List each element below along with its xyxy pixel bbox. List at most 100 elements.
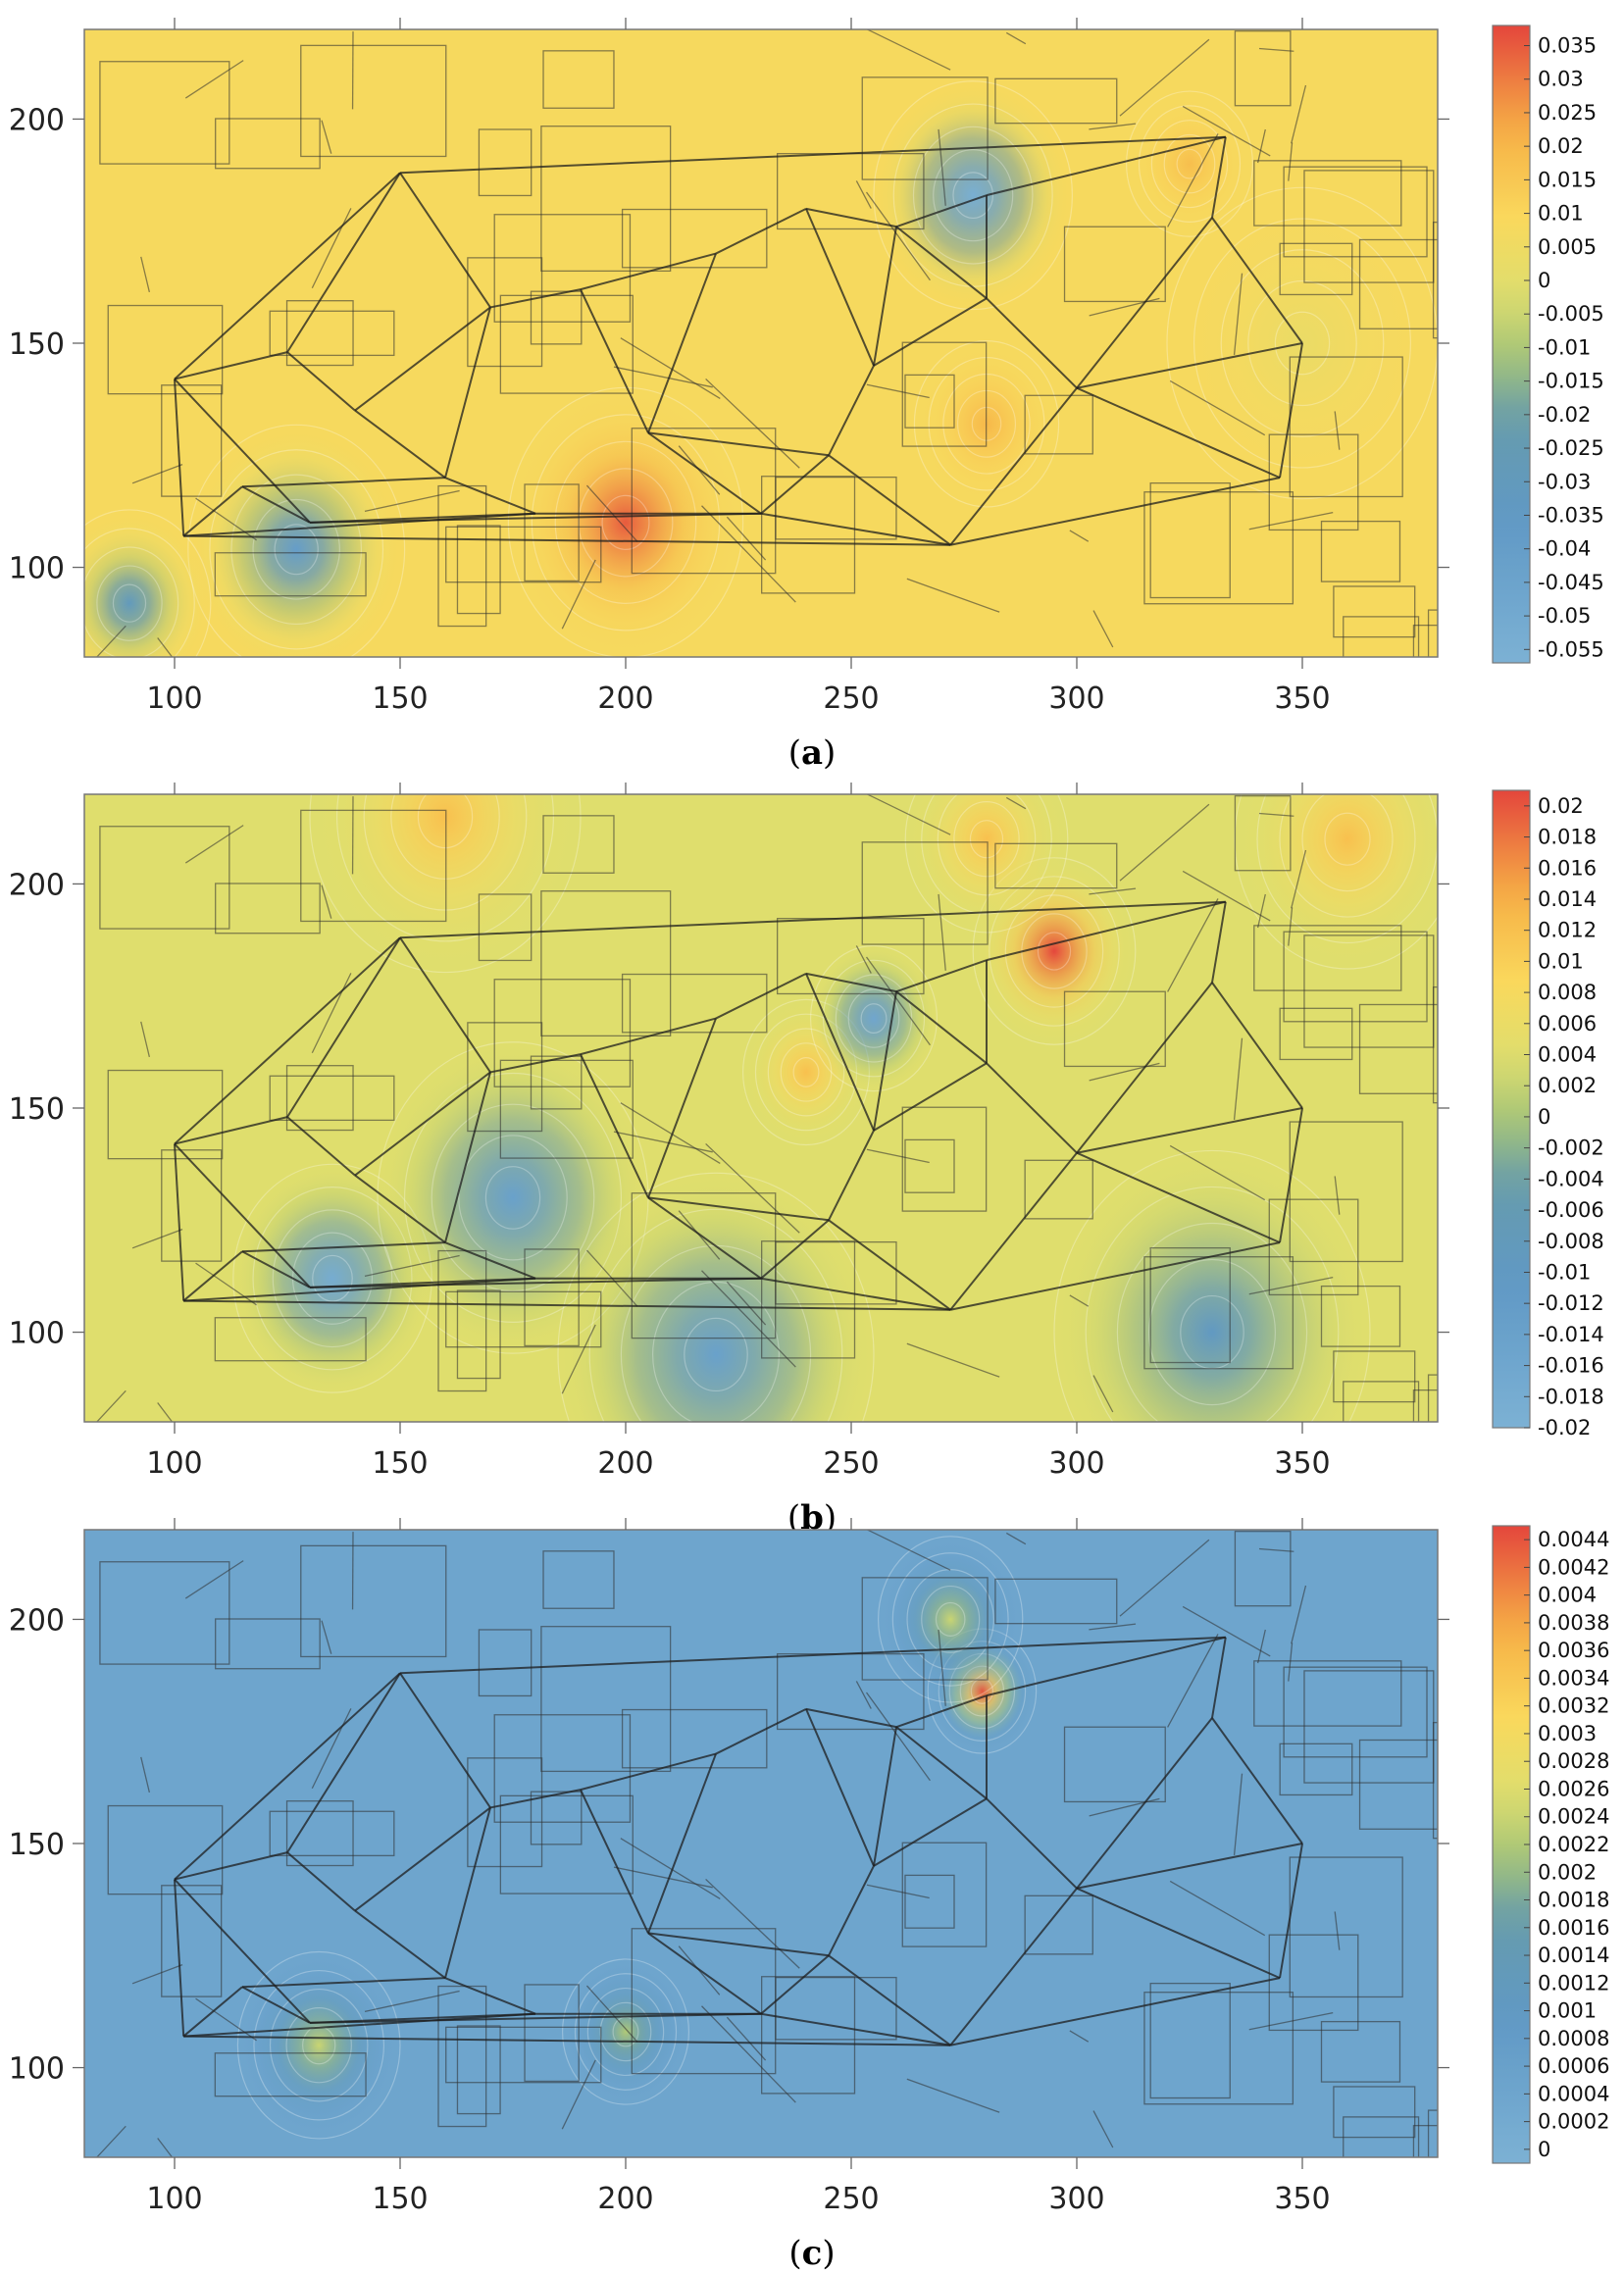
x-tick-label: 300 [1048, 1446, 1104, 1481]
heat-field [84, 661, 1460, 1536]
y-tick-label: 100 [9, 552, 65, 586]
colorbar-label: 0.015 [1538, 168, 1597, 191]
colorbar-label: 0.016 [1538, 856, 1597, 880]
colorbar-label: -0.045 [1538, 571, 1604, 594]
colorbar-label: 0.0018 [1538, 1889, 1609, 1912]
colorbar-label: 0.02 [1538, 794, 1584, 818]
colorbar-label: 0.0028 [1538, 1749, 1609, 1773]
x-tick-label: 200 [597, 682, 653, 716]
colorbar-label: 0.003 [1538, 1722, 1597, 1745]
colorbar-label: -0.03 [1538, 470, 1591, 493]
colorbar-label: 0.0034 [1538, 1666, 1609, 1690]
colorbar-label: 0.0014 [1538, 1944, 1609, 1967]
hotspot [558, 1173, 874, 1536]
x-tick-label: 350 [1274, 1446, 1330, 1481]
colorbar-label: 0.0008 [1538, 2027, 1609, 2050]
x-tick-label: 100 [146, 682, 202, 716]
colorbar-label: -0.005 [1538, 302, 1604, 326]
colorbar-label: 0.035 [1538, 34, 1597, 58]
colorbar-label: 0.0036 [1538, 1639, 1609, 1662]
colorbar-label: 0.014 [1538, 887, 1597, 911]
colorbar [1493, 25, 1530, 663]
colorbar-label: 0.0042 [1538, 1555, 1609, 1579]
colorbar-label: 0.006 [1538, 1012, 1597, 1035]
panel-letter: c [802, 2234, 823, 2273]
colorbar-label: -0.04 [1538, 537, 1591, 561]
x-tick-label: 100 [146, 2182, 202, 2216]
colorbar-label: 0.008 [1538, 981, 1597, 1004]
colorbar-label: -0.008 [1538, 1230, 1604, 1253]
colorbar-label: 0.0026 [1538, 1777, 1609, 1800]
heatmap-svg-c: 100 150 200 250 300 350 100 150 200 0.0044 0.0042 0… [0, 1500, 1624, 2265]
x-tick-label: 350 [1274, 2182, 1330, 2216]
colorbar-label: -0.02 [1538, 403, 1591, 427]
hotspot [905, 745, 1068, 932]
y-tick-label: 100 [9, 1317, 65, 1351]
y-tick-label: 200 [9, 868, 65, 902]
y-tick-label: 200 [9, 1603, 65, 1638]
x-tick-label: 350 [1274, 682, 1330, 716]
hotspot [874, 81, 1072, 310]
colorbar-label: 0.0044 [1538, 1528, 1609, 1551]
y-tick-label: 150 [9, 328, 65, 362]
colorbar-label: 0 [1538, 269, 1550, 292]
x-tick-label: 100 [146, 1446, 202, 1481]
colorbar-label: 0.002 [1538, 1074, 1597, 1097]
colorbar-label: -0.05 [1538, 604, 1591, 628]
colorbar-label: -0.018 [1538, 1385, 1604, 1408]
colorbar-label: -0.012 [1538, 1291, 1604, 1315]
colorbar-label: -0.02 [1538, 1416, 1591, 1440]
colorbar-label: -0.002 [1538, 1136, 1604, 1160]
colorbar-label: -0.016 [1538, 1354, 1604, 1378]
colorbar-label: 0.0002 [1538, 2110, 1609, 2134]
colorbar-label: -0.055 [1538, 637, 1604, 661]
colorbar-label: -0.014 [1538, 1323, 1604, 1346]
colorbar-label: 0.0006 [1538, 2054, 1609, 2078]
x-tick-label: 250 [823, 1446, 879, 1481]
y-tick-label: 100 [9, 2052, 65, 2087]
colorbar-label: 0.0032 [1538, 1694, 1609, 1718]
x-tick-label: 250 [823, 2182, 879, 2216]
colorbar-label: 0.0012 [1538, 1971, 1609, 1995]
colorbar-label: 0.02 [1538, 134, 1584, 158]
hotspot [237, 1951, 400, 2138]
colorbar-label: -0.035 [1538, 503, 1604, 527]
colorbar-label: -0.015 [1538, 370, 1604, 393]
colorbar-label: 0 [1538, 2138, 1550, 2161]
colorbar-label: 0.01 [1538, 949, 1584, 973]
hotspot [879, 1537, 1023, 1702]
colorbar-label: 0.004 [1538, 1043, 1597, 1067]
y-tick-label: 150 [9, 1828, 65, 1862]
y-tick-label: 150 [9, 1092, 65, 1127]
heatmap-panel-c: 100 150 200 250 300 350 100 150 200 0.0044 0.0042 0… [0, 1500, 1624, 2265]
colorbar-label: 0.018 [1538, 826, 1597, 849]
heatmap-svg-b: 100 150 200 250 300 350 100 150 200 0.02 0.018 0.01… [0, 765, 1624, 1530]
heatmap-panel-b: 100 150 200 250 300 350 100 150 200 0.02 0.018 0.01… [0, 765, 1624, 1530]
colorbar-label: 0.012 [1538, 919, 1597, 942]
x-tick-label: 200 [597, 2182, 653, 2216]
colorbar-label: -0.01 [1538, 1260, 1591, 1284]
x-tick-label: 200 [597, 1446, 653, 1481]
x-tick-label: 300 [1048, 682, 1104, 716]
x-tick-label: 300 [1048, 2182, 1104, 2216]
colorbar-label: 0.0004 [1538, 2082, 1609, 2105]
colorbar-label: 0.0022 [1538, 1833, 1609, 1856]
colorbar-label: -0.006 [1538, 1198, 1604, 1222]
x-tick-label: 150 [372, 682, 428, 716]
panel-label: (c) [0, 2234, 1624, 2273]
colorbar-label: 0.0038 [1538, 1611, 1609, 1635]
hotspot [48, 510, 211, 696]
colorbar-label: -0.01 [1538, 335, 1591, 359]
hotspot [188, 425, 405, 674]
colorbar-label: 0.005 [1538, 235, 1597, 259]
colorbar-label: 0.0016 [1538, 1916, 1609, 1940]
x-tick-label: 150 [372, 2182, 428, 2216]
colorbar-label: 0.01 [1538, 202, 1584, 226]
colorbar-label: -0.004 [1538, 1167, 1604, 1190]
x-tick-label: 150 [372, 1446, 428, 1481]
colorbar-label: 0.002 [1538, 1860, 1597, 1884]
colorbar [1493, 790, 1530, 1428]
colorbar-label: 0.001 [1538, 1999, 1597, 2023]
